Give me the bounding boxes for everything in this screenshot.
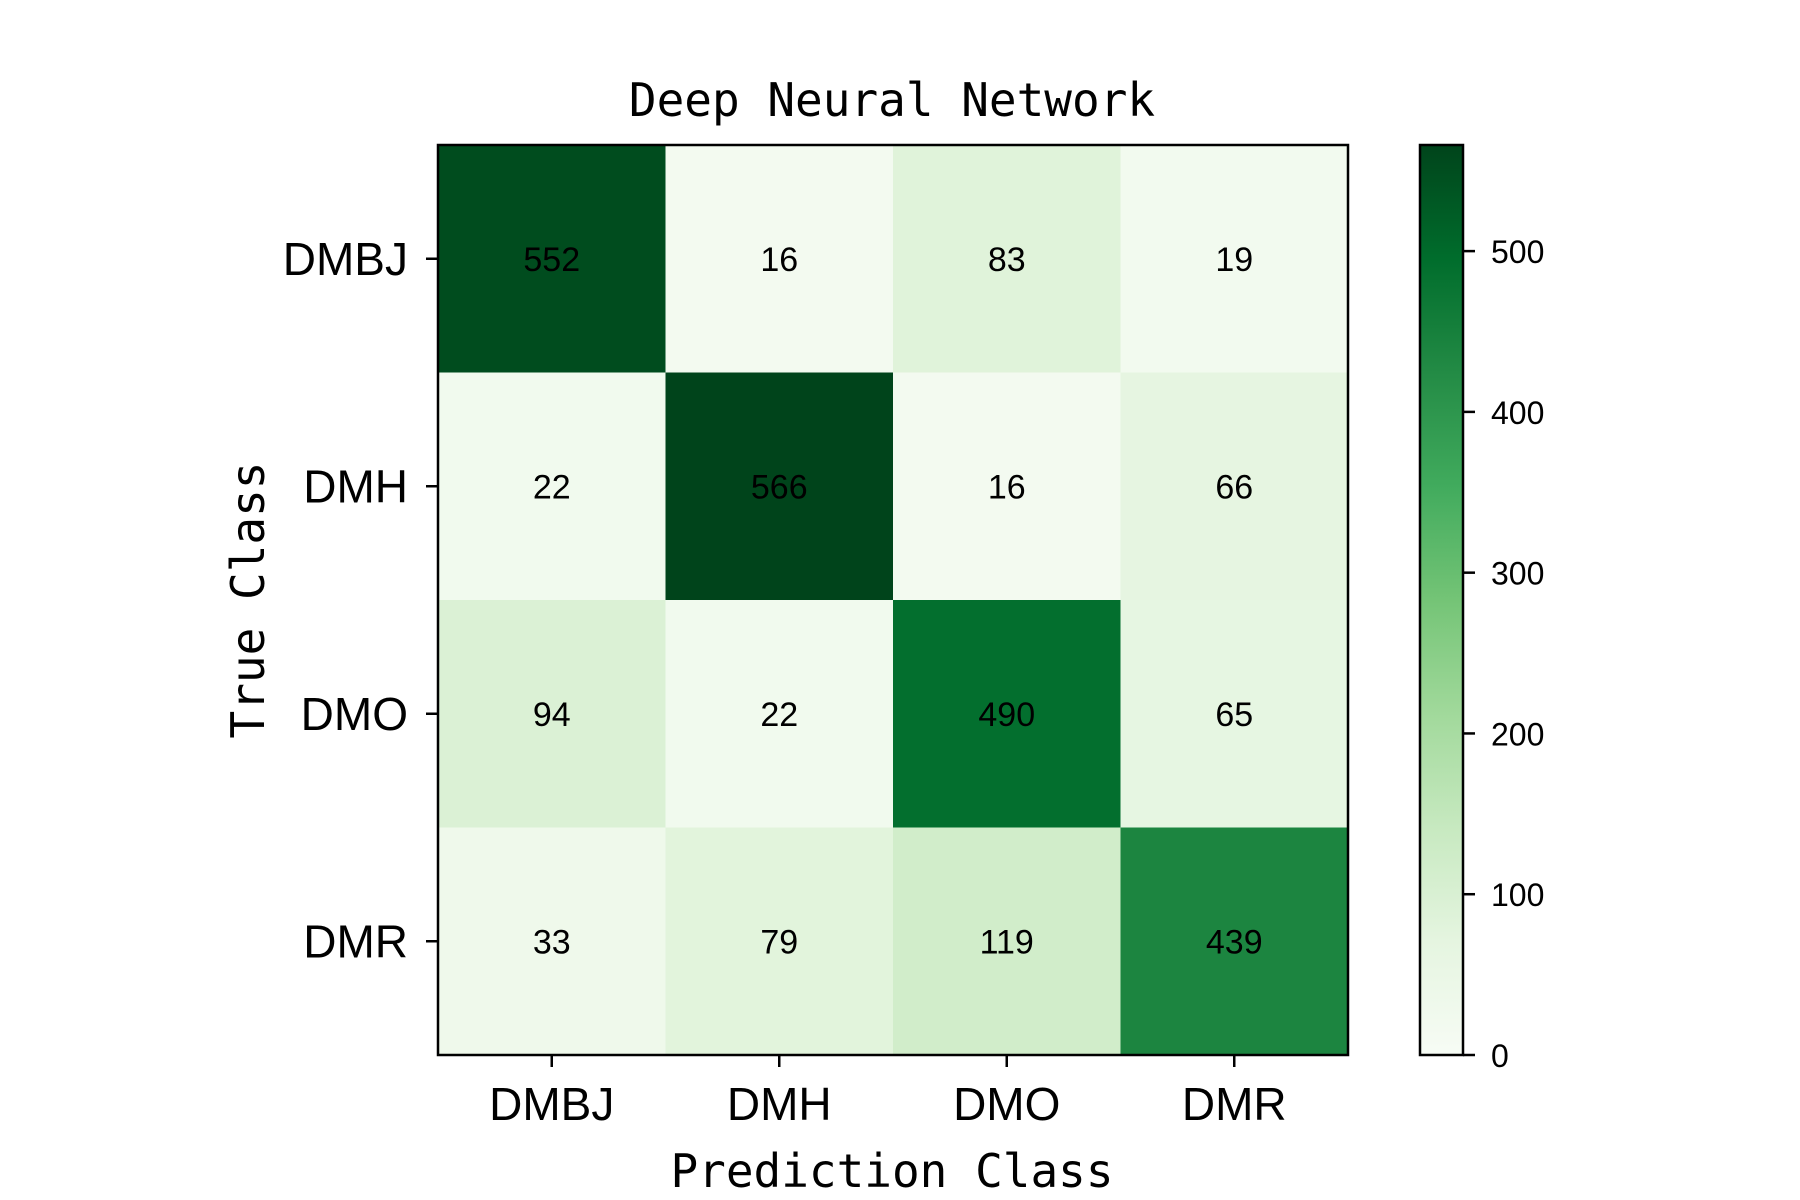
cell-value-label: 22 bbox=[760, 696, 798, 734]
colorbar-tick-label: 0 bbox=[1491, 1038, 1509, 1074]
y-axis-label: True Class bbox=[221, 462, 275, 739]
cell-value-label: 16 bbox=[988, 468, 1026, 506]
cell-value-label: 19 bbox=[1215, 241, 1253, 279]
cell-value-label: 33 bbox=[533, 923, 571, 961]
heatmap-cell bbox=[893, 372, 1121, 601]
heatmap-cell bbox=[665, 145, 894, 373]
cell-value-label: 79 bbox=[760, 923, 798, 961]
x-axis-label: Prediction Class bbox=[670, 1144, 1113, 1198]
cell-value-label: 490 bbox=[978, 696, 1035, 734]
cell-value-label: 83 bbox=[988, 241, 1026, 279]
heatmap-cell bbox=[665, 600, 894, 828]
colorbar-tick-label: 500 bbox=[1491, 234, 1544, 270]
cell-value-label: 439 bbox=[1206, 923, 1263, 961]
heatmap-cell bbox=[1120, 827, 1349, 1056]
heatmap-cell bbox=[1120, 145, 1349, 373]
cell-value-label: 119 bbox=[980, 923, 1034, 961]
heatmap-cell bbox=[438, 600, 666, 828]
y-tick-label: DMR bbox=[303, 915, 408, 967]
heatmap-cell bbox=[438, 372, 666, 601]
colorbar-tick-label: 200 bbox=[1491, 716, 1544, 752]
heatmap-cell bbox=[893, 600, 1121, 828]
plot-frame bbox=[436, 143, 1350, 1057]
x-tick-label: DMO bbox=[953, 1078, 1060, 1130]
cell-value-label: 65 bbox=[1215, 696, 1253, 734]
cell-value-label: 16 bbox=[760, 241, 798, 279]
chart-title: Deep Neural Network bbox=[629, 73, 1155, 127]
y-tick-label: DMO bbox=[301, 688, 408, 740]
x-tick-label: DMBJ bbox=[489, 1078, 614, 1130]
cell-value-label: 552 bbox=[523, 241, 580, 279]
y-tick-label: DMBJ bbox=[283, 233, 408, 285]
colorbar-tick-label: 100 bbox=[1491, 877, 1544, 913]
heatmap-cell bbox=[1120, 600, 1349, 828]
cell-value-label: 66 bbox=[1215, 468, 1253, 506]
x-axis: DMBJ DMH DMO DMR bbox=[489, 1055, 1287, 1130]
heatmap-cell bbox=[893, 827, 1121, 1056]
x-tick-label: DMR bbox=[1182, 1078, 1287, 1130]
heatmap-cell bbox=[665, 372, 894, 601]
heatmap-cell bbox=[893, 145, 1121, 373]
colorbar-tick-label: 400 bbox=[1491, 395, 1544, 431]
x-tick-label: DMH bbox=[727, 1078, 832, 1130]
heatmap-cell bbox=[1120, 372, 1349, 601]
heatmap-cell bbox=[438, 145, 666, 373]
cell-value-label: 566 bbox=[751, 468, 808, 506]
colorbar bbox=[1418, 143, 1465, 1057]
y-axis: DMBJ DMH DMO DMR bbox=[283, 233, 438, 967]
heatmap-cell-labels: 552 16 83 19 22 566 16 66 94 22 490 65 33 79 119 439 bbox=[523, 241, 1262, 962]
cell-value-label: 94 bbox=[533, 696, 571, 734]
colorbar-tick-label: 300 bbox=[1491, 556, 1544, 592]
heatmap-cell bbox=[438, 827, 666, 1056]
colorbar-ticks: 0 100 200 300 400 500 bbox=[1463, 234, 1544, 1074]
heatmap-cells bbox=[438, 145, 1349, 1056]
cell-value-label: 22 bbox=[533, 468, 571, 506]
heatmap-cell bbox=[665, 827, 894, 1056]
y-tick-label: DMH bbox=[303, 460, 408, 512]
